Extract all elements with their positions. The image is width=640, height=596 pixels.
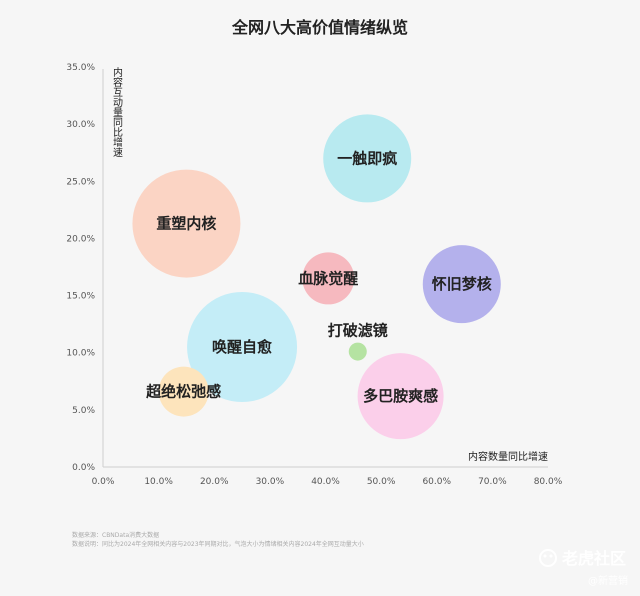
- x-tick-label: 60.0%: [422, 477, 451, 487]
- bubble-label: 超绝松弛感: [145, 383, 221, 401]
- watermark: 老虎社区 @新营销: [539, 549, 628, 587]
- bubble-label: 打破滤镜: [328, 322, 388, 340]
- x-axis-ticks: 0.0% 10.0% 20.0% 30.0% 40.0% 50.0% 60.0% 70.0% 8…: [92, 477, 563, 487]
- x-tick-label: 20.0%: [200, 477, 229, 487]
- watermark-brand: 老虎社区: [561, 549, 626, 568]
- bubble: [158, 366, 209, 417]
- y-tick-label: 0.0%: [72, 463, 95, 473]
- y-axis-ticks: 0.0% 5.0% 10.0% 15.0% 20.0% 25.0% 30.0% 35.0%: [66, 63, 95, 473]
- chart-title: 全网八大高价值情绪纵览: [231, 18, 408, 37]
- y-tick-label: 25.0%: [66, 177, 95, 187]
- bubble: [302, 252, 355, 305]
- bubble-label: 重塑内核: [156, 215, 216, 233]
- x-tick-label: 70.0%: [478, 477, 507, 487]
- y-tick-label: 5.0%: [72, 406, 95, 416]
- watermark-handle: @新营销: [588, 574, 628, 587]
- x-tick-label: 80.0%: [534, 477, 563, 487]
- footnote-source: 数据来源：CBNData消费大数据: [72, 531, 159, 539]
- y-tick-label: 20.0%: [66, 234, 95, 244]
- bubble: [348, 342, 367, 361]
- bubble: [422, 245, 501, 324]
- watermark-logo-icon: [539, 549, 557, 567]
- y-tick-label: 35.0%: [66, 63, 95, 73]
- bubble: [323, 114, 412, 203]
- x-tick-label: 50.0%: [367, 477, 396, 487]
- footnote-description: 数据说明：同比为2024年全网相关内容与2023年同期对比，气泡大小为情绪相关内…: [72, 540, 364, 548]
- y-tick-label: 30.0%: [66, 120, 95, 130]
- bubble-label: 唤醒自愈: [212, 338, 273, 356]
- y-tick-label: 10.0%: [66, 349, 95, 359]
- bubbles-group: [132, 114, 501, 440]
- x-tick-label: 30.0%: [256, 477, 285, 487]
- y-tick-label: 15.0%: [66, 292, 95, 302]
- bubble: [187, 292, 298, 402]
- y-axis-label: 内容互动量同比增速: [111, 66, 123, 157]
- bubble: [132, 169, 241, 278]
- bubble: [357, 353, 444, 440]
- bubble-label: 血脉觉醒: [298, 269, 358, 287]
- x-tick-label: 40.0%: [311, 477, 340, 487]
- bubble-label: 怀旧梦核: [432, 275, 492, 293]
- x-tick-label: 10.0%: [144, 477, 173, 487]
- bubble-label: 多巴胺爽感: [363, 387, 438, 405]
- x-axis-label: 内容数量同比增速: [468, 450, 548, 463]
- bubble-label: 一触即疯: [337, 149, 397, 167]
- x-tick-label: 0.0%: [92, 477, 115, 487]
